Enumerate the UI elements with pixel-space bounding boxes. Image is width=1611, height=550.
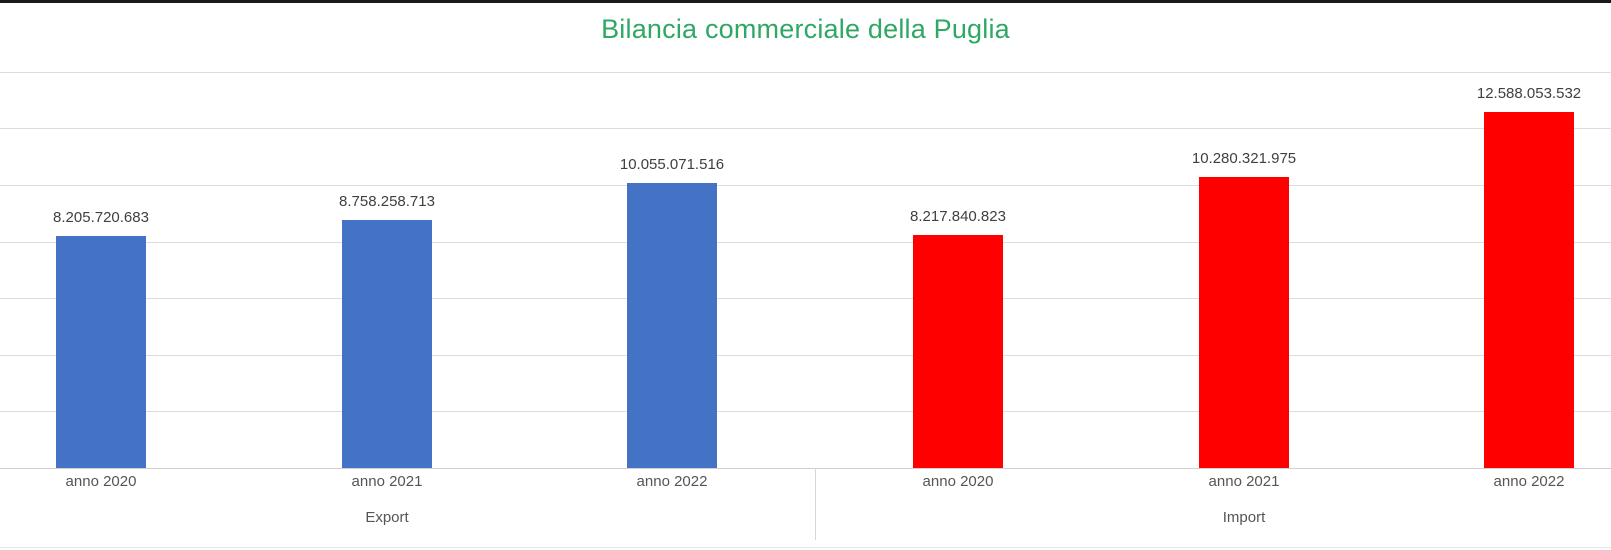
gridline (0, 242, 1611, 243)
gridline (0, 128, 1611, 129)
category-label: anno 2020 (65, 473, 137, 490)
bar-import-anno-2020 (913, 235, 1003, 468)
category-label: anno 2022 (636, 473, 708, 490)
gridline (0, 355, 1611, 356)
bar-export-anno-2022 (627, 183, 717, 468)
gridline (0, 185, 1611, 186)
group-label-export: Export (365, 509, 409, 526)
window-top-border (0, 0, 1611, 3)
category-label: anno 2021 (351, 473, 423, 490)
bar-export-anno-2020 (56, 236, 146, 468)
category-label: anno 2022 (1493, 473, 1565, 490)
bar-export-anno-2021 (342, 220, 432, 468)
x-axis-baseline (0, 468, 1611, 469)
category-label: anno 2020 (922, 473, 994, 490)
bar-import-anno-2021 (1199, 177, 1289, 468)
data-label: 10.055.071.516 (619, 156, 725, 173)
data-label: 10.280.321.975 (1191, 150, 1297, 167)
bar-import-anno-2022 (1484, 112, 1574, 468)
data-label: 8.205.720.683 (53, 209, 149, 226)
category-label: anno 2021 (1208, 473, 1280, 490)
chart-title-text: Bilancia commerciale della Puglia (601, 14, 1010, 44)
group-divider (815, 468, 816, 540)
group-label-import: Import (1222, 509, 1266, 526)
data-label: 8.217.840.823 (910, 208, 1006, 225)
data-label: 12.588.053.532 (1476, 85, 1582, 102)
gridline (0, 411, 1611, 412)
data-label: 8.758.258.713 (339, 193, 435, 210)
chart-title: Bilancia commerciale della Puglia (0, 14, 1611, 45)
gridline (0, 72, 1611, 73)
gridline (0, 298, 1611, 299)
bottom-border (0, 547, 1611, 548)
